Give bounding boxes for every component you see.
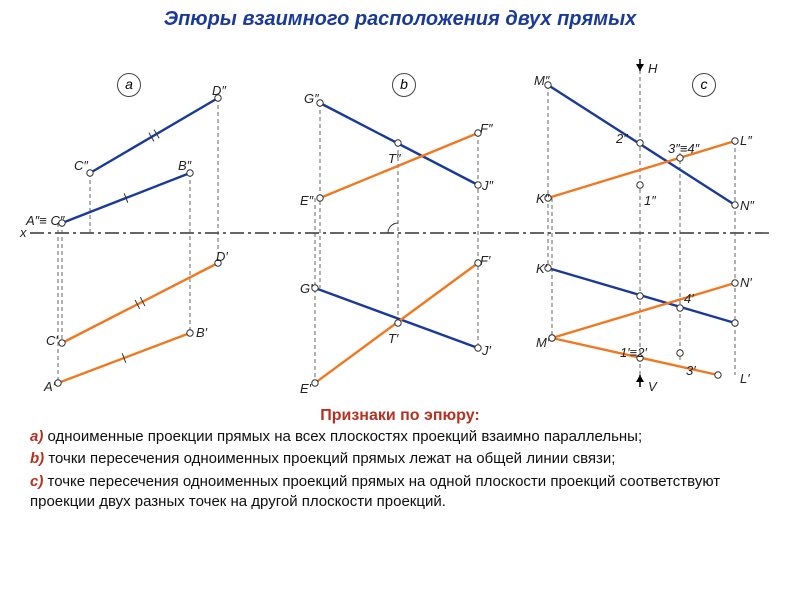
desc-a-text: одноименные проекции прямых на всех плос… — [43, 428, 642, 445]
point-label: L′ — [740, 371, 750, 386]
desc-a: a) одноименные проекции прямых на всех п… — [30, 427, 770, 447]
point-label: E″ — [300, 193, 313, 208]
point-label: 1″ — [644, 193, 656, 208]
desc-a-key: a) — [30, 428, 43, 445]
point-label: V — [648, 379, 657, 394]
point-label: F′ — [480, 253, 490, 268]
panel-marker-b: b — [392, 73, 416, 97]
point-label: 1′≡2′ — [620, 345, 647, 360]
point-label: J′ — [482, 343, 491, 358]
point-label: E′ — [300, 381, 311, 396]
point-label: A″≡ C″ — [26, 213, 64, 228]
subtitle: Признаки по эпюру: — [0, 407, 800, 425]
point-label: M′ — [536, 335, 549, 350]
panel-marker-c: c — [692, 73, 716, 97]
point-label: A′ — [44, 379, 55, 394]
desc-c: c) точке пересечения одноименных проекци… — [30, 472, 770, 513]
point-label: M″ — [534, 73, 549, 88]
point-label: K′ — [536, 261, 547, 276]
point-label: B″ — [178, 158, 191, 173]
desc-c-key: c) — [30, 473, 43, 490]
point-label: L″ — [740, 133, 752, 148]
point-label: H — [648, 61, 657, 76]
point-label: K″ — [536, 191, 549, 206]
diagram-area: xaD″C″B″A″≡ C″D′B′C′A′bG″F″E″T″J″F′G′T′J… — [0, 33, 800, 403]
point-label: 3′ — [686, 363, 696, 378]
point-label: G″ — [304, 91, 319, 106]
desc-b-text: точки пересечения одноименных проекций п… — [44, 450, 615, 467]
point-label: C″ — [74, 158, 88, 173]
desc-b-key: b) — [30, 450, 44, 467]
point-label: 2″ — [616, 131, 628, 146]
point-label: T′ — [388, 331, 398, 346]
point-label: D″ — [212, 83, 226, 98]
point-label: 3″≡4″ — [668, 141, 699, 156]
point-label: C′ — [46, 333, 58, 348]
point-label: T″ — [388, 151, 401, 166]
point-label: G′ — [300, 281, 313, 296]
point-label: D′ — [216, 249, 228, 264]
desc-b: b) точки пересечения одноименных проекци… — [30, 449, 770, 469]
desc-c-text: точке пересечения одноименных проекций п… — [30, 473, 720, 510]
point-label: N″ — [740, 198, 754, 213]
point-label: N′ — [740, 275, 752, 290]
point-label: 4′ — [684, 291, 694, 306]
point-label: B′ — [196, 325, 207, 340]
point-label: F″ — [480, 121, 493, 136]
panel-marker-a: a — [117, 73, 141, 97]
point-label: J″ — [482, 178, 493, 193]
page-title: Эпюры взаимного расположения двух прямых — [0, 8, 800, 31]
